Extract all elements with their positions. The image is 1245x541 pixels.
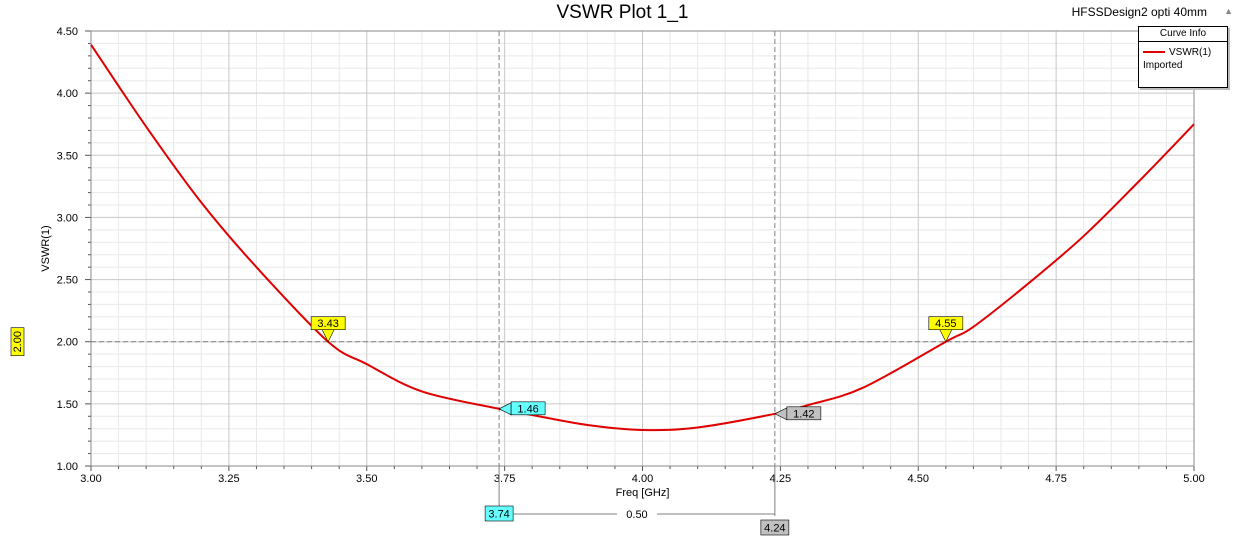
y-tick-label: 2.50 [57,275,78,287]
y-tick-label: 3.50 [57,150,78,162]
point-marker-tag [786,406,822,421]
vertical-marker-label: 4.24 [764,523,785,535]
y-tick-label: 2.00 [57,337,78,349]
design-name: HFSSDesign2 opti 40mm [1071,5,1207,19]
reference-line-tag [10,327,25,357]
legend-swatch [1143,51,1165,53]
point-marker-label: 4.55 [935,318,956,330]
legend-source: Imported [1143,60,1183,71]
legend-entry[interactable]: VSWR(1) [1139,45,1227,59]
point-marker-label: 3.43 [317,318,338,330]
y-tick-label: 3.00 [57,212,78,224]
y-axis-label: VSWR(1) [40,225,52,271]
scroll-corner-icon[interactable]: ⋮ [1224,80,1233,90]
x-tick-label: 3.25 [218,473,239,485]
point-marker-tag [510,401,546,416]
x-tick-label: 3.50 [356,473,377,485]
y-tick-label: 4.50 [57,26,78,38]
point-marker-tag [928,316,964,331]
curve-info-legend[interactable]: Curve Info VSWR(1) Imported [1138,26,1228,88]
vertical-marker-label: 3.74 [488,509,509,521]
x-tick-label: 5.00 [1183,473,1204,485]
reference-line-label: 2.00 [12,331,24,352]
y-tick-label: 4.00 [57,88,78,100]
x-tick-label: 4.75 [1045,473,1066,485]
x-tick-label: 3.00 [80,473,101,485]
x-tick-label: 4.00 [632,473,653,485]
plot-frame [90,30,1195,467]
vertical-marker-tag [760,519,790,536]
point-marker-label: 1.42 [793,408,814,420]
scroll-up-icon[interactable]: ▲ [1224,6,1233,16]
y-tick-label: 1.00 [57,461,78,473]
point-marker-tag [310,316,346,331]
point-marker-pointer [321,329,335,343]
x-tick-label: 4.50 [908,473,929,485]
x-axis-label: Freq [GHz] [616,487,670,499]
vswr-curve [90,44,1195,432]
delta-label: 0.50 [626,509,647,521]
y-tick-label: 1.50 [57,399,78,411]
point-marker-label: 1.46 [517,403,538,415]
x-tick-label: 3.75 [494,473,515,485]
legend-entry-label: VSWR(1) [1169,46,1212,58]
plot-title: VSWR Plot 1_1 [556,2,689,23]
x-tick-label: 4.25 [770,473,791,485]
legend-heading: Curve Info [1139,27,1227,42]
